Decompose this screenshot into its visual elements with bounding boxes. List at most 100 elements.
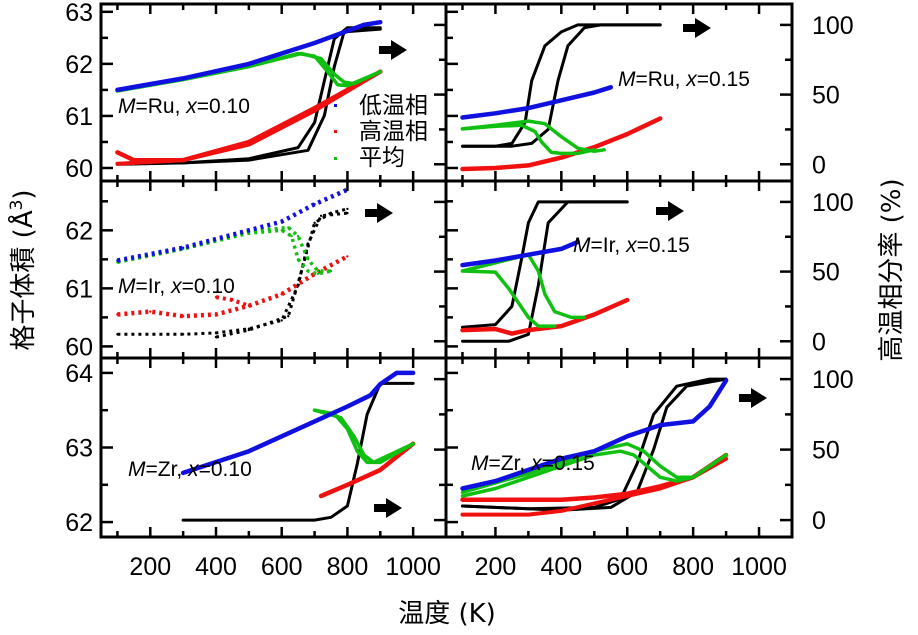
panel-2-data (460, 23, 663, 172)
data-point-frac (635, 462, 639, 465)
frames-group (99, 2, 794, 539)
x-tick-label: 200 (129, 553, 171, 581)
panel-1-data (115, 19, 383, 166)
legend-marker-avg (334, 157, 337, 160)
data-point-frac2 (609, 506, 612, 509)
data-point-frac2 (507, 340, 510, 343)
data-point-high (626, 298, 629, 302)
data-point-high (461, 498, 464, 501)
data-point-frac2 (247, 158, 251, 162)
data-point-high (659, 485, 662, 488)
data-point-frac (708, 377, 711, 381)
data-point-high2 (231, 298, 234, 302)
data-point-high (593, 146, 596, 149)
data-point-frac (296, 146, 300, 149)
data-point-high2 (461, 513, 464, 516)
data-point-high (346, 483, 349, 486)
data-point-low (527, 106, 530, 110)
data-point-low (659, 423, 662, 427)
data-point-avg (527, 476, 530, 479)
panel-label-m: M (573, 234, 591, 257)
y-tick-label: 63 (65, 435, 93, 463)
panel-label-value: =0.15 (542, 452, 595, 475)
data-point-frac (530, 79, 533, 82)
data-point-low (181, 471, 185, 475)
data-point-avg (336, 83, 339, 86)
data-point-frac2 (333, 65, 336, 68)
panel-label-value: =0.10 (197, 95, 250, 118)
data-point-avg (593, 148, 596, 151)
y-axis-left-title-close: ) (9, 189, 39, 199)
data-point-low (609, 86, 612, 89)
y-tick-label: 63 (65, 0, 93, 27)
data-point-high (247, 140, 251, 144)
data-point-frac2 (214, 335, 218, 339)
data-point-avg (537, 324, 540, 328)
series-low-line (180, 370, 416, 476)
right-axis-arrow-icon (365, 203, 393, 223)
data-point-avg2 (642, 450, 645, 453)
data-point-frac (356, 462, 359, 465)
panel-6-frame (444, 356, 794, 539)
data-point-avg (411, 442, 415, 445)
x-tick-label: 800 (672, 553, 714, 581)
panel-3-label: M=Ir, x=0.10 (118, 275, 235, 298)
series-frac2-line (461, 377, 728, 512)
data-point-avg2 (560, 135, 563, 138)
data-point-frac2 (626, 200, 629, 204)
y-axis-left-title-sup: 3 (7, 200, 27, 211)
data-point-low (494, 259, 497, 262)
data-point-frac2 (247, 328, 251, 332)
panel-label-x: x (625, 234, 638, 257)
data-point-avg2 (342, 80, 346, 84)
panel-5-data (180, 370, 416, 522)
data-point-high (280, 293, 283, 296)
data-point-high2 (560, 509, 563, 513)
data-point-low (362, 23, 366, 26)
data-point-avg (461, 494, 464, 498)
data-point-avg (461, 269, 464, 273)
data-point-avg (313, 409, 316, 412)
panel-2-frame (444, 2, 794, 183)
legend-marker-low (334, 104, 337, 107)
data-point-avg2 (553, 310, 556, 313)
x-tick-label: 1000 (385, 553, 441, 581)
data-point-high (461, 167, 464, 171)
svg-text:格子体積 (Å3): 格子体積 (Å3) (7, 189, 39, 350)
data-point-high (461, 328, 464, 332)
data-point-low (527, 253, 530, 256)
right-axis-arrow-icon (656, 201, 684, 221)
series-high-line (115, 69, 383, 163)
data-point-avg (659, 476, 662, 479)
data-point-high (560, 498, 563, 501)
data-point-avg (560, 464, 563, 468)
y-right-tick-label: 50 (812, 437, 840, 465)
y-tick-label: 62 (65, 509, 93, 537)
data-point-avg (494, 125, 497, 128)
y-right-tick-label: 100 (812, 189, 854, 217)
data-point-high (116, 151, 119, 154)
data-point-avg2 (570, 316, 573, 319)
panel-6-label: M=Zr, x=0.15 (471, 452, 595, 475)
data-point-high2 (214, 295, 218, 299)
data-point-avg (494, 487, 497, 490)
data-point-low (527, 468, 530, 472)
data-point-frac2 (527, 333, 530, 336)
data-point-frac (313, 121, 316, 124)
data-point-low (313, 41, 316, 45)
data-point-avg (306, 269, 310, 273)
y-tick-label: 62 (65, 217, 93, 245)
data-point-avg (296, 52, 300, 55)
data-point-frac2 (652, 448, 655, 451)
data-point-frac (181, 518, 185, 522)
data-point-frac2 (313, 221, 316, 224)
data-point-low (116, 88, 119, 92)
series-high-line (318, 441, 416, 499)
data-point-low (280, 220, 283, 223)
data-point-high (214, 313, 218, 316)
data-point-avg (675, 479, 678, 483)
data-point-low (116, 259, 119, 262)
data-point-avg2 (306, 258, 310, 261)
data-point-high (659, 117, 662, 120)
